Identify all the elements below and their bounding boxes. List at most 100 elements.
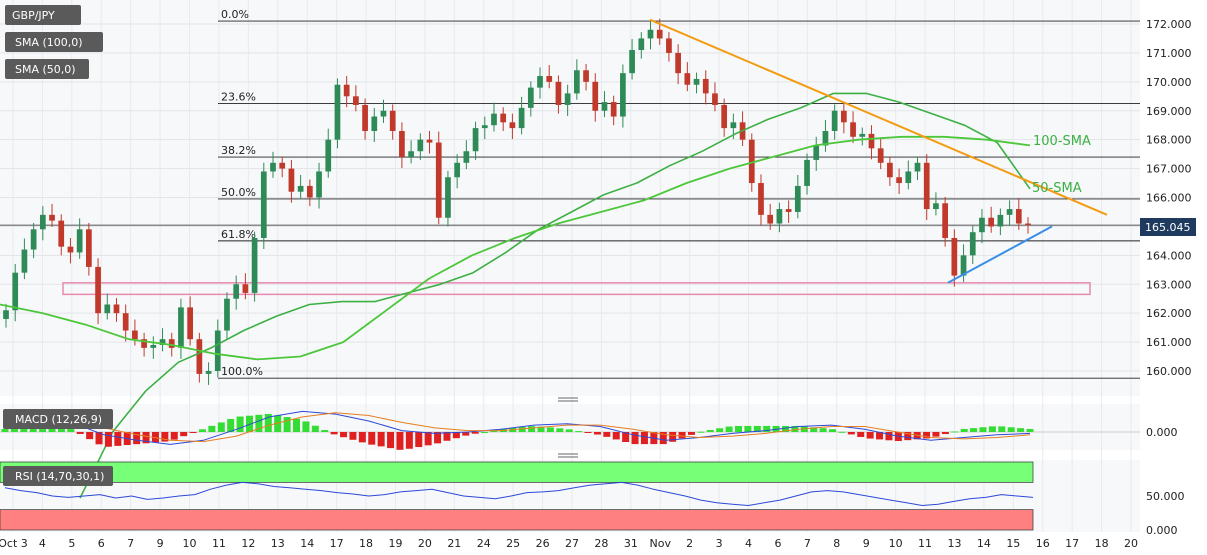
macd-histogram-bar	[678, 432, 686, 439]
macd-histogram-bar	[960, 428, 968, 432]
candle	[472, 128, 479, 152]
candle	[850, 122, 856, 137]
candle	[445, 177, 451, 218]
x-tick-label: 15	[1006, 537, 1020, 550]
macd-histogram-bar	[330, 432, 338, 435]
x-tick-label: 27	[565, 537, 579, 550]
macd-histogram-bar	[293, 418, 301, 432]
svg-text:GBP/JPY: GBP/JPY	[12, 9, 55, 22]
macd-histogram-bar	[753, 425, 761, 432]
candle	[380, 110, 387, 117]
x-tick-label: 10	[183, 537, 197, 550]
candlesticks	[3, 18, 1031, 385]
macd-histogram-bar	[217, 422, 225, 432]
macd-histogram-bar	[95, 432, 103, 445]
candle	[187, 307, 193, 340]
candle	[914, 162, 921, 172]
candle	[841, 110, 847, 123]
legend-symbol[interactable]: GBP/JPY	[5, 5, 81, 25]
macd-histogram-bar	[236, 416, 244, 432]
macd-histogram-bar	[151, 432, 159, 443]
candle	[896, 177, 902, 184]
pane-splitter[interactable]	[558, 453, 578, 458]
candle	[748, 139, 755, 184]
macd-histogram-bar	[565, 429, 573, 432]
candle	[168, 339, 175, 348]
candle	[454, 162, 461, 178]
candle	[122, 313, 129, 331]
macd-histogram-bar	[415, 432, 423, 448]
macd-histogram-bar	[603, 432, 611, 437]
legend-macd[interactable]: MACD (12,26,9)	[3, 409, 113, 429]
x-tick-label: 7	[127, 537, 134, 550]
candle	[408, 151, 414, 158]
candle	[702, 78, 709, 94]
macd-histogram-bar	[377, 432, 385, 447]
candle	[58, 220, 65, 247]
macd-histogram-bar	[198, 429, 206, 432]
y-tick-label: 167.000	[1146, 163, 1192, 176]
macd-histogram-bar	[1, 428, 9, 432]
macd-histogram-bar	[857, 432, 865, 437]
candle	[325, 139, 332, 172]
x-tick-label: Nov	[650, 537, 672, 550]
candle	[104, 304, 111, 314]
candle	[178, 307, 184, 348]
macd-histogram-bar	[358, 432, 366, 443]
legend-sma100[interactable]: SMA (100,0)	[5, 32, 103, 52]
rsi-line	[4, 481, 1034, 506]
macd-histogram-bar	[114, 432, 122, 446]
svg-text:SMA (50,0): SMA (50,0)	[15, 63, 76, 76]
macd-signal-line	[4, 412, 1031, 443]
macd-histogram-bar	[76, 432, 84, 434]
macd-histogram-bar	[763, 425, 771, 432]
candle	[813, 145, 820, 160]
legend-sma50[interactable]: SMA (50,0)	[5, 59, 89, 79]
candle	[785, 209, 792, 212]
x-tick-label: 3	[716, 537, 723, 550]
macd-histogram-bar	[847, 432, 855, 435]
legend-rsi[interactable]: RSI (14,70,30,1)	[3, 466, 113, 486]
macd-histogram-bar	[10, 427, 18, 432]
x-tick-label: 18	[1095, 537, 1109, 550]
x-tick-label: 6	[774, 537, 781, 550]
candle	[712, 93, 718, 105]
macd-histogram-bar	[988, 426, 996, 432]
candle	[868, 133, 875, 149]
macd-histogram-bar	[687, 432, 695, 435]
macd-histogram-bar	[67, 428, 75, 432]
fibonacci-levels: 0.0% 23.6% 38.2% 50.0% 61.8% 100.0%	[0, 8, 1140, 379]
macd-histogram-bar	[904, 432, 912, 441]
macd-histogram-bar	[838, 431, 846, 433]
macd-histogram-bar	[1026, 428, 1034, 432]
macd-histogram-bar	[528, 426, 536, 432]
macd-histogram-bar	[321, 430, 329, 432]
macd-histogram-bar	[885, 432, 893, 441]
macd-histogram-bar	[782, 425, 790, 432]
candle	[67, 246, 74, 253]
macd-histogram-bar	[876, 432, 884, 440]
x-tick-label: 19	[388, 537, 402, 550]
pane-splitter[interactable]	[558, 397, 578, 402]
candle	[1015, 209, 1022, 224]
macd-histogram-bar	[697, 431, 705, 433]
macd-histogram-bar	[546, 427, 554, 432]
candle	[76, 229, 83, 253]
macd-histogram-bar	[791, 425, 799, 432]
fib-label: 0.0%	[221, 8, 249, 21]
x-tick-label: 17	[330, 537, 344, 550]
macd-histogram-bar	[640, 432, 648, 445]
macd-panel	[0, 404, 1140, 450]
rsi-tick-label: 0.000	[1146, 524, 1178, 537]
candle	[196, 339, 203, 374]
macd-histogram-bar	[208, 425, 216, 432]
candle	[306, 185, 313, 198]
candle	[822, 130, 829, 146]
candle	[214, 330, 221, 371]
macd-histogram-bar	[142, 432, 150, 444]
candle	[923, 162, 930, 210]
x-tick-label: 24	[477, 537, 491, 550]
macd-histogram-bar	[86, 432, 94, 440]
candle	[656, 29, 663, 39]
